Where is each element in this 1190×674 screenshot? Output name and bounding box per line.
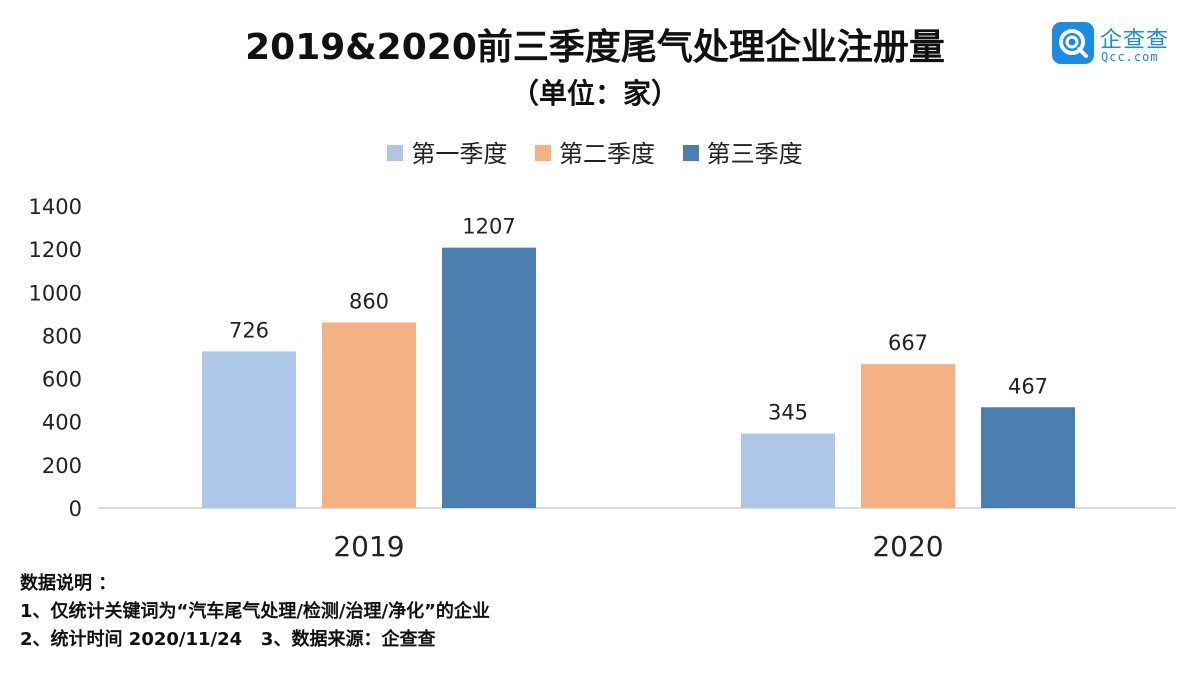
y-tick-label: 400	[42, 411, 82, 435]
y-tick-label: 1200	[29, 238, 82, 262]
logo-domain: Qcc.com	[1101, 50, 1159, 64]
chart-subtitle: （单位：家）	[510, 77, 679, 110]
bar-2019-q3	[442, 247, 536, 508]
legend-swatch-q2	[535, 145, 551, 161]
data-notes: 数据说明 ： 1、仅统计关键词为“汽车尾气处理/检测/治理/净化”的企业 2、统…	[20, 570, 490, 654]
legend-item-q1: 第一季度	[387, 134, 507, 169]
logo-name: 企查查	[1100, 28, 1170, 53]
y-tick-label: 0	[69, 497, 82, 521]
data-label-2019-q1: 726	[229, 318, 269, 342]
legend-label-q1: 第一季度	[411, 140, 508, 168]
y-tick-label: 200	[42, 454, 82, 478]
bar-2020-q2	[861, 364, 955, 508]
y-tick-label: 600	[42, 368, 82, 392]
data-label-2020-q2: 667	[888, 331, 928, 355]
legend-label-q3: 第三季度	[706, 140, 803, 168]
legend-swatch-q1	[387, 145, 404, 161]
chart-legend: 第一季度 第二季度 第三季度	[0, 134, 1190, 169]
bar-2019-q2	[322, 322, 416, 508]
legend-swatch-q3	[682, 145, 699, 161]
legend-label-q2: 第二季度	[559, 140, 655, 168]
data-label-2019-q3: 1207	[462, 215, 515, 239]
data-label-2020-q1: 345	[768, 401, 808, 425]
notes-line-1: 1、仅统计关键词为“汽车尾气处理/检测/治理/净化”的企业	[20, 601, 490, 622]
bar-2020-q3	[981, 407, 1075, 508]
data-label-2020-q3: 467	[1008, 374, 1048, 398]
bar-2019-q1	[202, 351, 296, 508]
bar-2020-q1	[741, 433, 835, 508]
legend-item-q3: 第三季度	[682, 134, 803, 169]
notes-heading: 数据说明 ：	[20, 573, 117, 594]
x-category-label-2020: 2020	[872, 530, 943, 563]
notes-line-2: 2、统计时间 2020/11/24 3、数据来源：企查查	[20, 629, 436, 650]
qcc-logo-icon	[1052, 22, 1094, 64]
chart-title: 2019&2020前三季度尾气处理企业注册量	[245, 27, 945, 68]
y-tick-label: 1400	[29, 195, 82, 219]
y-tick-label: 800	[42, 324, 82, 348]
bar-chart: 0 200 400 600 800 1000 1200 1400 726 860 1207 2019 3…	[29, 195, 1176, 563]
y-tick-label: 1000	[29, 281, 82, 305]
data-label-2019-q2: 860	[349, 289, 389, 313]
legend-item-q2: 第二季度	[535, 134, 655, 169]
x-category-label-2019: 2019	[333, 530, 404, 563]
brand-logo: 企查查 Qcc.com	[1052, 22, 1176, 68]
